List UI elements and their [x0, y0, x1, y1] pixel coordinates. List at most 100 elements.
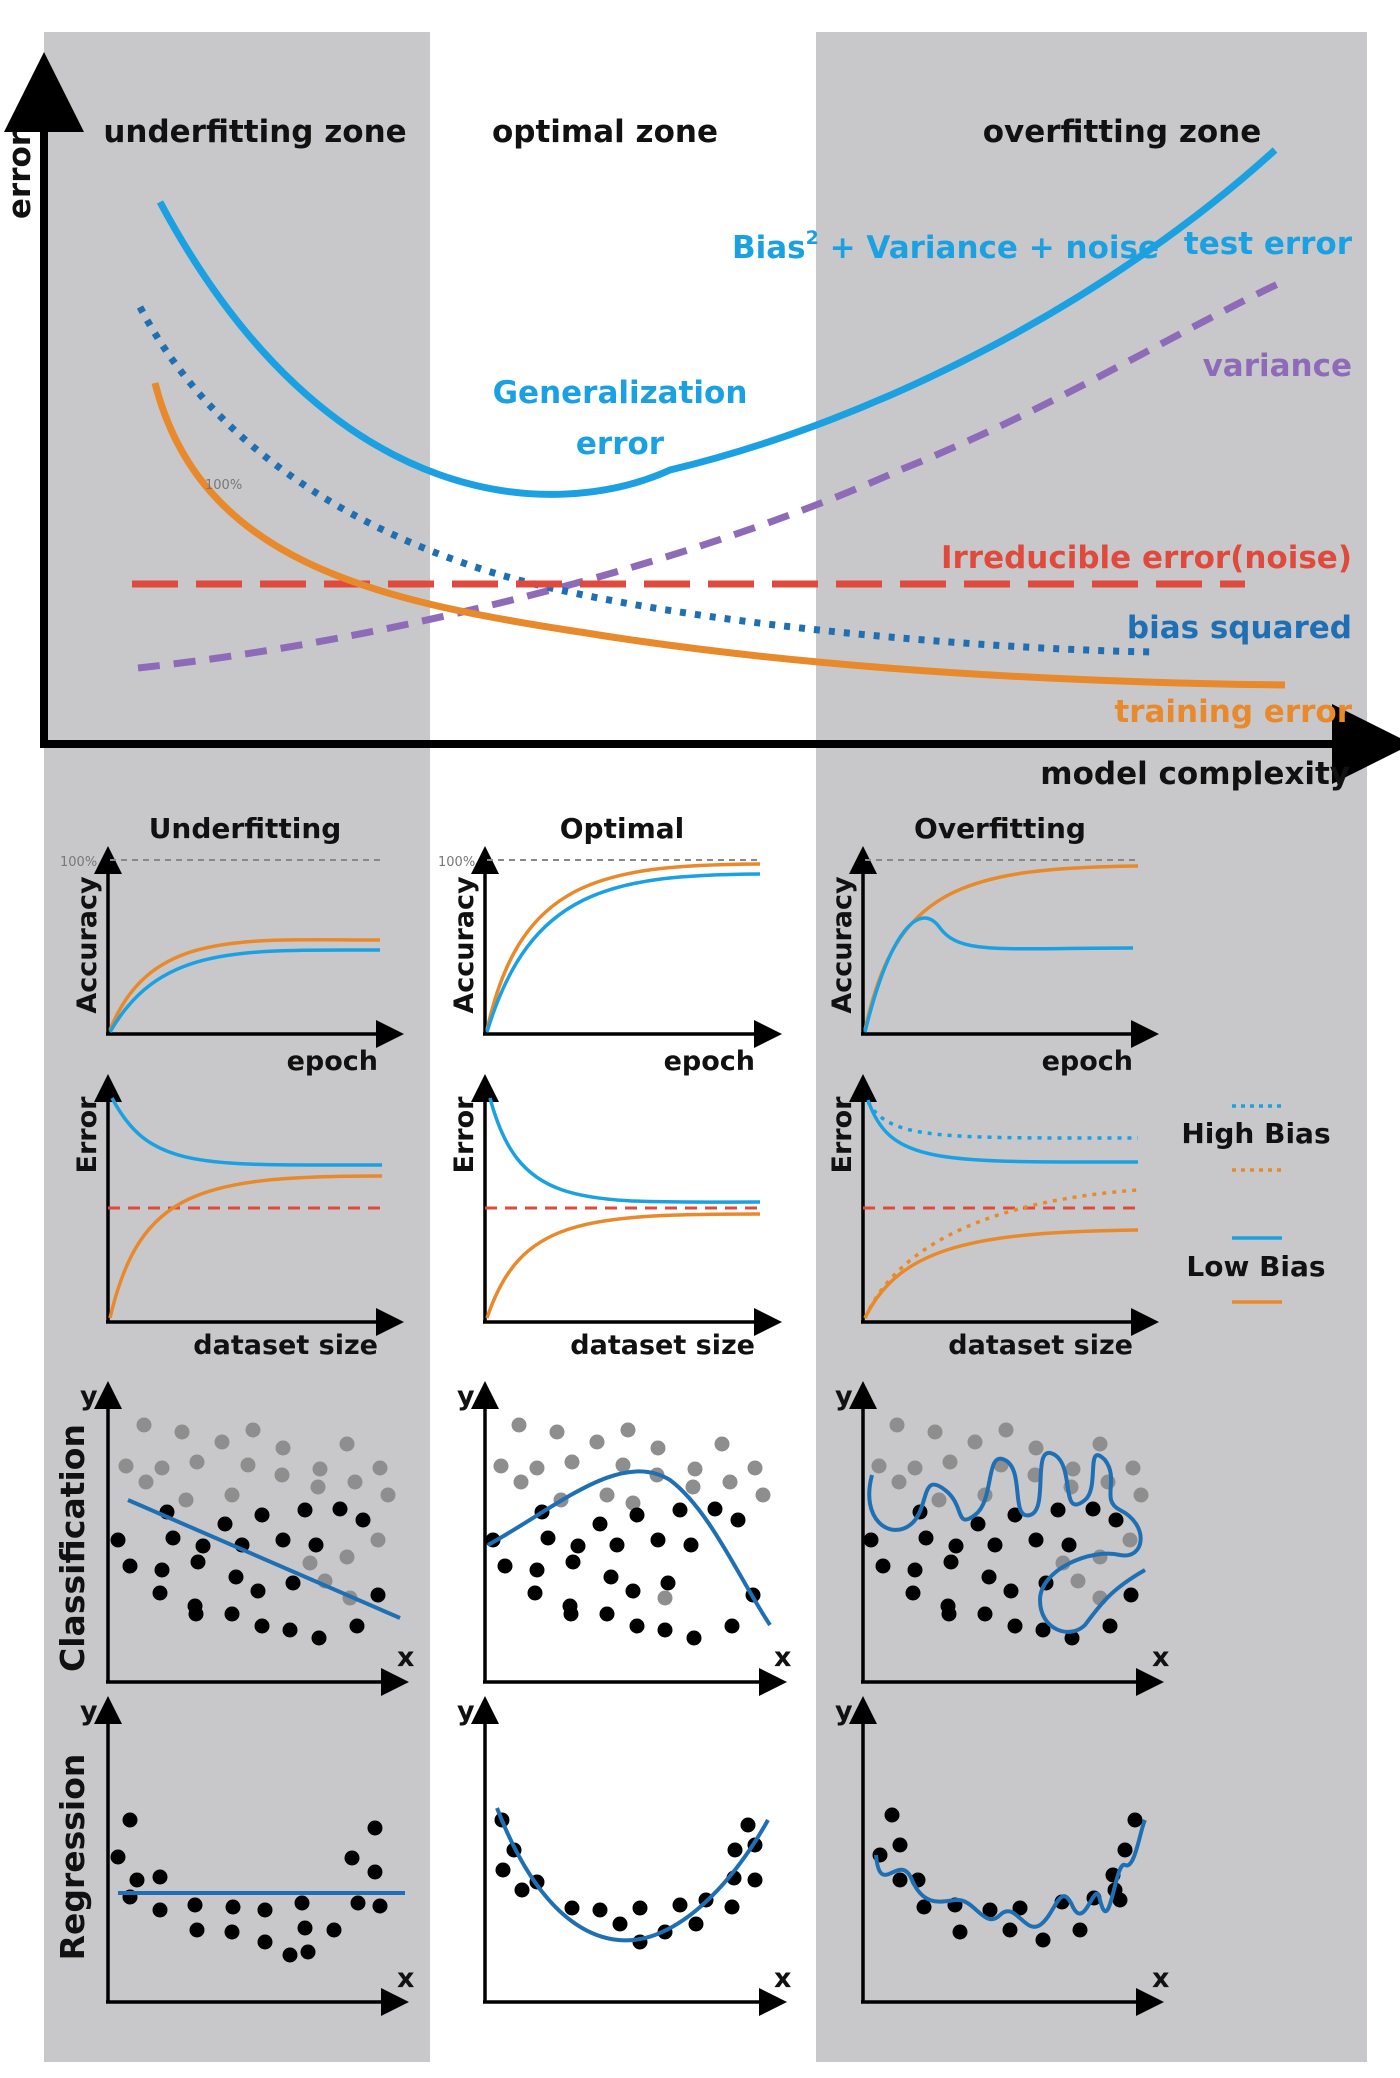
black-data-point	[570, 1538, 586, 1554]
gray-data-point	[657, 1590, 673, 1606]
black-data-point	[747, 1872, 763, 1888]
gray-data-point	[889, 1417, 905, 1433]
black-data-point	[892, 1837, 908, 1853]
black-data-point	[730, 1512, 746, 1528]
black-data-point	[683, 1537, 699, 1553]
gray-data-point	[998, 1422, 1014, 1438]
regression-fit	[874, 1819, 1147, 1929]
gray-data-point	[747, 1460, 763, 1476]
irreducible-error-label: Irreducible error(noise)	[941, 540, 1352, 576]
gray-data-point	[685, 1479, 701, 1495]
gray-data-point	[1125, 1460, 1141, 1476]
black-data-point	[918, 1530, 934, 1546]
gray-data-point	[274, 1467, 290, 1483]
gray-data-point	[339, 1436, 355, 1452]
regression-fit	[495, 1807, 770, 1943]
black-data-point	[195, 1538, 211, 1554]
main-chart: underfitting zone optimal zone overfitti…	[2, 52, 1400, 792]
black-data-point	[875, 1558, 891, 1574]
black-data-point	[657, 1622, 673, 1638]
black-data-point	[612, 1916, 628, 1932]
accuracy-panel-overfitting: Accuracy epoch	[827, 846, 1159, 1077]
gray-data-point	[722, 1474, 738, 1490]
black-data-point	[1072, 1922, 1088, 1938]
gray-data-point	[118, 1458, 134, 1474]
bias-variance-noise-label: Bias2 + Variance + noise	[732, 227, 1159, 266]
black-data-point	[540, 1530, 556, 1546]
gray-data-point	[178, 1492, 194, 1508]
bias-legend: High Bias Low Bias	[1181, 1104, 1331, 1304]
black-data-point	[350, 1895, 366, 1911]
y-axis-label: y	[80, 1381, 98, 1412]
gray-data-point	[529, 1460, 545, 1476]
gray-data-point	[240, 1457, 256, 1473]
black-data-point	[592, 1902, 608, 1918]
black-data-point	[941, 1606, 957, 1622]
hundred-percent-label: 100%	[60, 855, 97, 870]
optimal-zone-title: optimal zone	[492, 114, 718, 150]
gray-data-point	[245, 1422, 261, 1438]
black-data-point	[344, 1850, 360, 1866]
classification-row-label: Classification	[53, 1424, 92, 1672]
high-bias-test-error-curve	[866, 1101, 1139, 1140]
epoch-axis-label: epoch	[287, 1046, 378, 1077]
gray-data-point	[564, 1454, 580, 1470]
x-axis-label: x	[397, 1963, 414, 1994]
black-data-point	[625, 1583, 641, 1599]
gray-data-point	[1100, 1474, 1116, 1490]
black-data-point	[332, 1501, 348, 1517]
gray-data-point	[339, 1549, 355, 1565]
gray-data-point	[312, 1461, 328, 1477]
black-data-point	[250, 1583, 266, 1599]
black-data-point	[282, 1947, 298, 1963]
classification-panel-overfitting: y x	[835, 1381, 1169, 1696]
black-data-point	[308, 1537, 324, 1553]
black-data-point	[122, 1558, 138, 1574]
black-data-point	[110, 1849, 126, 1865]
regression-panel-overfitting: y x	[835, 1696, 1169, 2016]
overfitting-zone-title: overfitting zone	[983, 114, 1262, 150]
decision-boundary	[127, 1498, 401, 1620]
low-bias-label: Low Bias	[1186, 1250, 1325, 1283]
black-data-point	[1035, 1622, 1051, 1638]
gray-data-point	[493, 1458, 509, 1474]
black-data-point	[326, 1922, 342, 1938]
black-data-point	[970, 1516, 986, 1532]
accuracy-panel-underfitting: 100% Accuracy epoch	[60, 846, 404, 1077]
black-data-point	[190, 1554, 206, 1570]
black-data-point	[529, 1562, 545, 1578]
test-error-label: test error	[1184, 226, 1353, 262]
regression-panel-underfitting: y x	[80, 1696, 414, 2016]
gray-data-point	[1070, 1573, 1086, 1589]
decision-boundary	[867, 1450, 1146, 1634]
main-hundred-percent-label: 100%	[205, 478, 242, 493]
gray-data-point	[891, 1474, 907, 1490]
gray-data-point	[1092, 1436, 1108, 1452]
black-data-point	[257, 1902, 273, 1918]
gray-data-point	[1028, 1440, 1044, 1456]
black-data-point	[1064, 1630, 1080, 1646]
training-error-curve	[151, 382, 1286, 689]
black-data-point	[1127, 1812, 1143, 1828]
black-data-point	[188, 1606, 204, 1622]
black-data-point	[225, 1899, 241, 1915]
black-data-point	[660, 1575, 676, 1591]
x-axis-label: x	[1152, 1642, 1169, 1673]
regression-dots	[110, 1812, 388, 1963]
black-data-point	[1012, 1900, 1028, 1916]
gray-data-point	[589, 1434, 605, 1450]
gray-data-point	[372, 1460, 388, 1476]
main-x-axis-label: model complexity	[1040, 756, 1350, 792]
black-data-point	[254, 1507, 270, 1523]
error-panel-underfitting: Error dataset size	[72, 1074, 404, 1361]
black-data-point	[943, 1554, 959, 1570]
class-dots	[485, 1417, 771, 1646]
black-data-point	[987, 1537, 1003, 1553]
high-bias-label: High Bias	[1181, 1117, 1330, 1150]
error-axis-label: Error	[449, 1096, 480, 1174]
overfitting-zone-background	[816, 32, 1367, 2062]
gray-data-point	[599, 1487, 615, 1503]
black-data-point	[254, 1618, 270, 1634]
gray-data-point	[310, 1479, 326, 1495]
black-data-point	[189, 1922, 205, 1938]
